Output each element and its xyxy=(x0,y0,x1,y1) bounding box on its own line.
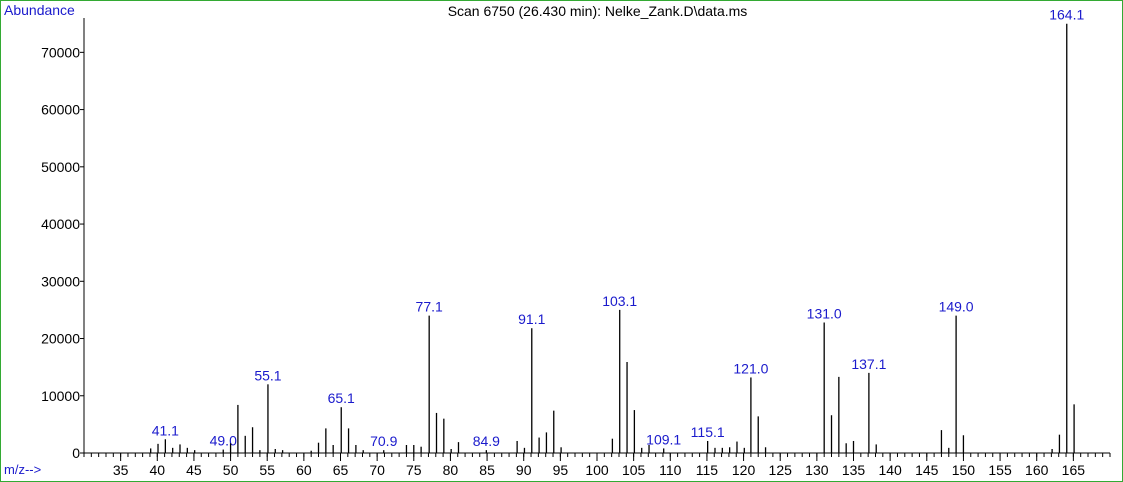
x-tick-label: 75 xyxy=(406,462,422,478)
peak-label: 109.1 xyxy=(646,431,681,447)
y-tick-label: 60000 xyxy=(41,102,80,118)
peak-label: 55.1 xyxy=(254,367,281,383)
peak-label: 70.9 xyxy=(370,433,397,449)
peak-label: 103.1 xyxy=(602,293,637,309)
x-tick-label: 40 xyxy=(149,462,165,478)
peak-label: 77.1 xyxy=(416,299,443,315)
x-tick-label: 150 xyxy=(952,462,976,478)
y-tick-label: 20000 xyxy=(41,331,80,347)
x-tick-label: 80 xyxy=(443,462,459,478)
peak-label: 49.0 xyxy=(210,433,237,449)
x-tick-label: 70 xyxy=(369,462,385,478)
x-tick-label: 105 xyxy=(622,462,646,478)
x-tick-label: 140 xyxy=(878,462,902,478)
x-tick-label: 120 xyxy=(732,462,756,478)
peak-label: 91.1 xyxy=(518,311,545,327)
x-tick-label: 160 xyxy=(1025,462,1049,478)
peak-label: 164.1 xyxy=(1049,7,1084,23)
x-tick-label: 35 xyxy=(113,462,129,478)
x-tick-label: 95 xyxy=(553,462,569,478)
peak-label: 41.1 xyxy=(152,422,179,438)
y-tick-label: 30000 xyxy=(41,273,80,289)
x-tick-label: 55 xyxy=(259,462,275,478)
peak-label: 84.9 xyxy=(473,433,500,449)
y-tick-label: 0 xyxy=(72,445,80,461)
x-tick-label: 60 xyxy=(296,462,312,478)
x-tick-label: 65 xyxy=(333,462,349,478)
x-tick-label: 115 xyxy=(696,462,719,478)
peak-label: 65.1 xyxy=(328,390,355,406)
chart-title: Scan 6750 (26.430 min): Nelke_Zank.D\dat… xyxy=(447,3,748,19)
y-axis-label: Abundance xyxy=(4,2,75,18)
x-tick-label: 125 xyxy=(769,462,793,478)
x-tick-label: 135 xyxy=(842,462,866,478)
peak-label: 121.0 xyxy=(733,360,768,376)
y-tick-label: 40000 xyxy=(41,216,80,232)
y-tick-label: 50000 xyxy=(41,159,80,175)
peak-label: 137.1 xyxy=(851,356,886,372)
x-tick-label: 50 xyxy=(223,462,239,478)
x-tick-label: 100 xyxy=(585,462,609,478)
x-tick-label: 165 xyxy=(1062,462,1086,478)
x-tick-label: 155 xyxy=(988,462,1012,478)
y-tick-label: 70000 xyxy=(41,44,80,60)
x-tick-label: 110 xyxy=(659,462,682,478)
peak-label: 131.0 xyxy=(807,306,842,322)
peak-label: 115.1 xyxy=(691,424,725,440)
x-tick-label: 45 xyxy=(186,462,202,478)
peak-label: 149.0 xyxy=(939,299,974,315)
x-tick-label: 145 xyxy=(915,462,939,478)
y-tick-label: 10000 xyxy=(41,388,80,404)
x-axis-label: m/z--> xyxy=(4,462,42,477)
x-tick-label: 85 xyxy=(479,462,495,478)
x-tick-label: 90 xyxy=(516,462,532,478)
x-tick-label: 130 xyxy=(805,462,829,478)
